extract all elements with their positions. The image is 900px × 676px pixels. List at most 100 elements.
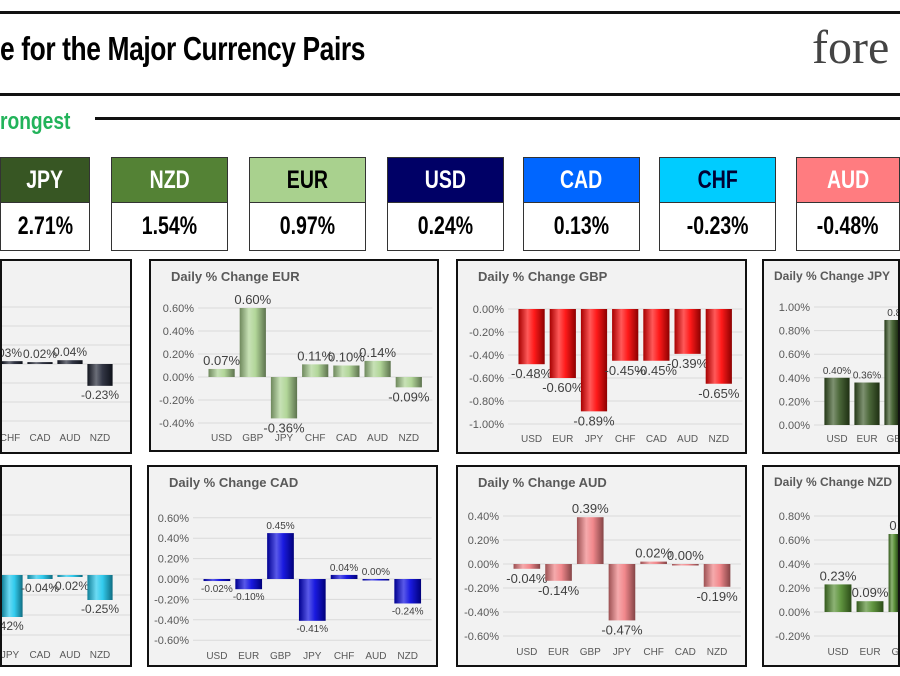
bar-chf [302, 364, 329, 377]
card-value: 2.71% [1, 203, 89, 250]
card-currency: CHF [697, 165, 738, 194]
y-tick-label: 0.00% [779, 420, 810, 432]
x-tick-label: USD [516, 647, 537, 658]
y-tick-label: 0.00% [158, 574, 189, 586]
bar-chf [330, 574, 358, 579]
bar-gbp [267, 533, 294, 579]
chart-plot: 1.00% 0.80% 0.60% 0.40% 0.20% 0.00% USD 0.40% EU… [779, 302, 898, 445]
data-label: -0.23% [81, 388, 119, 402]
data-label: -0.47% [601, 622, 643, 637]
x-tick-label: CHF [615, 434, 636, 445]
y-tick-label: 0.00% [473, 304, 504, 316]
data-label: -0.04% [21, 581, 59, 595]
bar-jpy [298, 579, 326, 621]
card-change: 0.97% [279, 212, 336, 240]
y-tick-label: 0.80% [779, 326, 810, 338]
y-tick-label: -1.00% [469, 419, 504, 431]
currency-card-eur: EUR 0.97% [249, 157, 366, 251]
strongest-label: rongest [0, 108, 71, 135]
data-label: .42% [2, 619, 24, 633]
data-label: -0.10% [233, 592, 265, 603]
bar-jpy [270, 377, 298, 419]
x-tick-label: JPY [2, 650, 19, 661]
currency-card-usd: USD 0.24% [387, 157, 504, 251]
y-tick-label: 0.40% [779, 559, 810, 571]
x-tick-label: CAD [336, 433, 357, 444]
card-value: -0.23% [660, 203, 775, 250]
data-label: -0.60% [542, 380, 584, 395]
data-label: -0.09% [388, 389, 430, 404]
card-header: EUR [250, 158, 365, 203]
card-change: -0.48% [817, 212, 879, 240]
data-label: 0.11% [297, 348, 333, 363]
y-tick-label: 0.00% [468, 559, 499, 571]
y-tick-label: -0.20% [775, 631, 810, 643]
x-tick-label: GBP [886, 434, 898, 445]
chart-plot: 0.40% 0.20% 0.00% -0.20% -0.40% -0.60% USD -0.0… [464, 501, 741, 658]
card-value: 0.97% [250, 203, 365, 250]
y-tick-label: 0.40% [158, 533, 189, 545]
x-tick-label: CAD [29, 433, 50, 444]
y-tick-label: 0.60% [779, 349, 810, 361]
y-tick-label: -0.60% [469, 373, 504, 385]
x-tick-label: NZD [399, 433, 420, 444]
currency-card-aud: AUD -0.48% [796, 157, 900, 251]
bar-jpy [2, 575, 23, 617]
chart-title: Daily % Change NZD [774, 475, 893, 489]
card-header: CAD [524, 158, 639, 203]
x-tick-label: NZD [707, 647, 728, 658]
chart-aud: Daily % Change AUD 0.40% 0.20% 0.00% -0.20% -… [456, 465, 747, 667]
x-tick-label: CAD [29, 650, 50, 661]
y-tick-label: 1.00% [779, 302, 810, 314]
x-tick-label: NZD [90, 650, 111, 661]
card-header: CHF [660, 158, 775, 203]
x-tick-label: GBP [891, 647, 898, 658]
data-label: 0.40% [823, 366, 851, 377]
bar-cad [27, 575, 53, 579]
x-tick-label: JPY [303, 651, 322, 662]
chart-title: Daily % Change EUR [171, 269, 300, 284]
x-tick-label: EUR [552, 434, 573, 445]
data-label: -0.39% [667, 356, 709, 371]
card-change: -0.23% [686, 212, 749, 240]
bar-gbp [239, 308, 266, 377]
bar-cad [643, 309, 670, 361]
data-label: -0.65% [698, 386, 740, 401]
card-value: 0.24% [388, 203, 503, 250]
bar-usd [513, 564, 541, 569]
currency-card-nzd: NZD 1.54% [111, 157, 228, 251]
bar-gbp [576, 517, 604, 564]
bar-eur [549, 309, 576, 378]
chart-cad: Daily % Change CAD 0.60% 0.40% 0.20% 0.00% -0… [147, 465, 438, 667]
x-tick-label: EUR [856, 434, 877, 445]
data-label: -0.19% [696, 589, 738, 604]
data-label: 0.07% [203, 353, 240, 368]
y-tick-label: -0.20% [159, 395, 194, 407]
y-tick-label: 0.20% [468, 535, 499, 547]
x-tick-label: CHF [305, 433, 326, 444]
data-label: -0.04% [506, 571, 548, 586]
data-label: 0.14% [359, 345, 396, 360]
x-tick-label: AUD [365, 651, 386, 662]
bar-aud [362, 579, 390, 581]
bar-gbp [884, 319, 898, 425]
x-tick-label: CHF [643, 647, 664, 658]
bar-gbp [888, 534, 898, 612]
data-label: 0.09% [852, 585, 889, 600]
bar-usd [208, 368, 235, 377]
data-label: 03% [2, 346, 22, 360]
chart-plot: JPY .42% CAD -0.04% AUD -0.02% NZD -0.25% [2, 514, 130, 661]
bar-cad [333, 365, 360, 377]
chart-eur: Daily % Change EUR 0.60% 0.40% 0.20% 0.00% -0… [149, 259, 439, 452]
chart-title: Daily % Change JPY [774, 269, 891, 283]
x-tick-label: USD [521, 434, 542, 445]
top-rule [0, 11, 900, 14]
y-tick-label: 0.60% [779, 535, 810, 547]
x-tick-label: USD [211, 433, 232, 444]
x-tick-label: EUR [859, 647, 880, 658]
header-rule [0, 93, 900, 96]
chart-jpy: Daily % Change JPY 1.00% 0.80% 0.60% 0.40% 0.… [762, 259, 900, 454]
y-tick-label: -0.20% [464, 583, 499, 595]
y-tick-label: -0.40% [159, 418, 194, 430]
chart-title: Daily % Change CAD [169, 475, 299, 490]
